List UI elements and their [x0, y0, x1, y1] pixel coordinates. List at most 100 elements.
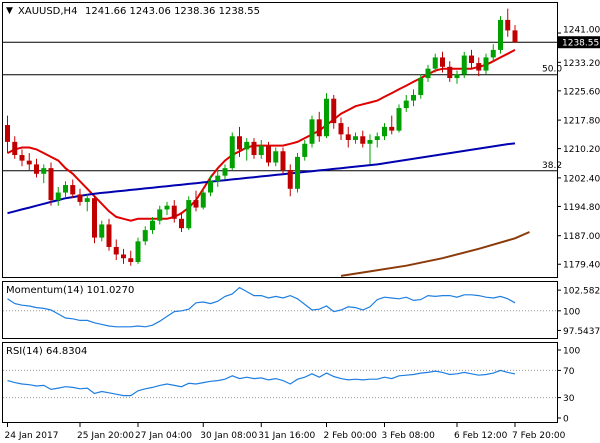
candle-body [440, 57, 445, 67]
candle-body [55, 192, 61, 201]
candle-body [84, 198, 90, 202]
candle-body [12, 141, 18, 156]
price-tick-label: 1210.20 [563, 145, 600, 155]
current-price-box [558, 36, 600, 49]
price-panel [2, 2, 558, 278]
candle-body [193, 200, 199, 208]
momentum-tick-label: 97.5437 [563, 327, 600, 337]
price-tick-label: 1194.80 [563, 203, 600, 213]
rsi-tick-label: 70 [563, 367, 575, 377]
ohlc-values: 1241.66 1243.06 1238.36 1238.55 [85, 6, 260, 17]
price-tick-label: 1225.60 [563, 87, 600, 97]
candle-body [302, 143, 308, 157]
current-price-label: 1238.55 [562, 39, 599, 49]
candle-body [150, 220, 155, 231]
candle-body [309, 119, 315, 144]
candle-body [106, 224, 112, 247]
candle-body [512, 30, 518, 43]
candle-body [121, 254, 126, 259]
time-label: 2 Feb 00:00 [324, 431, 378, 441]
candle-body [63, 185, 68, 193]
time-label: 24 Jan 2017 [5, 431, 59, 441]
candle-body [171, 205, 177, 219]
time-label: 3 Feb 08:00 [382, 431, 436, 441]
rsi-tick-label: 100 [563, 347, 580, 357]
candle-body [295, 156, 300, 189]
candle-body [411, 94, 416, 101]
candle-body [208, 181, 213, 193]
price-tick-label: 1241.00 [563, 26, 600, 36]
candle-body [179, 218, 184, 229]
price-tick-label: 1179.40 [563, 261, 600, 271]
time-label: 6 Feb 12:00 [454, 431, 508, 441]
candle-body [353, 136, 358, 140]
fib-level-label: 38.2 [542, 161, 562, 171]
momentum-tick-label: 100 [563, 307, 580, 317]
candle-body [142, 230, 148, 242]
candle-body [505, 19, 511, 31]
candle-body [99, 224, 105, 238]
candle-body [41, 168, 47, 174]
rsi-line [7, 369, 516, 397]
candle-body [237, 136, 242, 150]
candle-body [338, 123, 344, 135]
candle-body [469, 55, 474, 64]
candle-body [222, 168, 228, 176]
candle-body [418, 78, 424, 95]
candle-body [157, 209, 163, 221]
chart-arrow-icon: ▼ [6, 6, 13, 16]
candle-body [70, 185, 76, 195]
price-tick-label: 1187.00 [563, 232, 600, 242]
candle-body [26, 160, 32, 165]
candle-body [128, 258, 134, 262]
candle-body [92, 198, 97, 238]
momentum-tick-label: 102.5828 [563, 287, 600, 297]
candle-body [331, 98, 337, 124]
rsi-tick-label: 30 [563, 394, 575, 404]
momentum-line [7, 286, 516, 328]
time-label: 30 Jan 08:00 [200, 431, 257, 441]
candle-body [229, 136, 235, 169]
candle-body [316, 119, 322, 137]
symbol-label: XAUUSD,H4 [18, 6, 77, 17]
candle-body [447, 66, 453, 79]
candle-body [135, 241, 141, 262]
candle-body [425, 68, 431, 79]
candle-body [382, 126, 387, 137]
candle-body [200, 192, 206, 208]
candle-body [461, 55, 467, 75]
candle-body [389, 126, 395, 131]
fib-level-label: 50.0 [542, 65, 562, 75]
candle-body [396, 108, 402, 131]
rsi-label: RSI(14) 64.8304 [6, 346, 87, 357]
candle-body [374, 136, 380, 140]
candle-body [34, 164, 39, 174]
candle-body [403, 100, 409, 109]
candle-body [77, 194, 83, 202]
candle-body [345, 134, 351, 140]
time-label: 7 Feb 20:00 [512, 431, 566, 441]
candle-body [273, 151, 279, 163]
candle-body [215, 175, 221, 182]
candle-body [287, 170, 293, 189]
candle-body [454, 74, 460, 79]
candle-body [498, 19, 503, 50]
candle-body [324, 98, 329, 137]
sma-slow-line [340, 231, 530, 277]
time-label: 31 Jan 16:00 [258, 431, 315, 441]
candle-body [490, 49, 496, 58]
candle-body [244, 141, 250, 150]
candle-body [251, 141, 257, 156]
candle-body [476, 63, 482, 71]
rsi-tick-label: 0 [563, 415, 569, 425]
candle-body [483, 57, 489, 71]
momentum-panel [2, 281, 558, 339]
candle-body [367, 140, 373, 144]
price-tick-label: 1217.80 [563, 117, 600, 127]
candle-body [360, 136, 366, 144]
price-tick-label: 1233.20 [563, 59, 600, 69]
candle-body [113, 246, 119, 255]
candle-body [19, 155, 25, 161]
time-label: 25 Jan 20:00 [77, 431, 134, 441]
